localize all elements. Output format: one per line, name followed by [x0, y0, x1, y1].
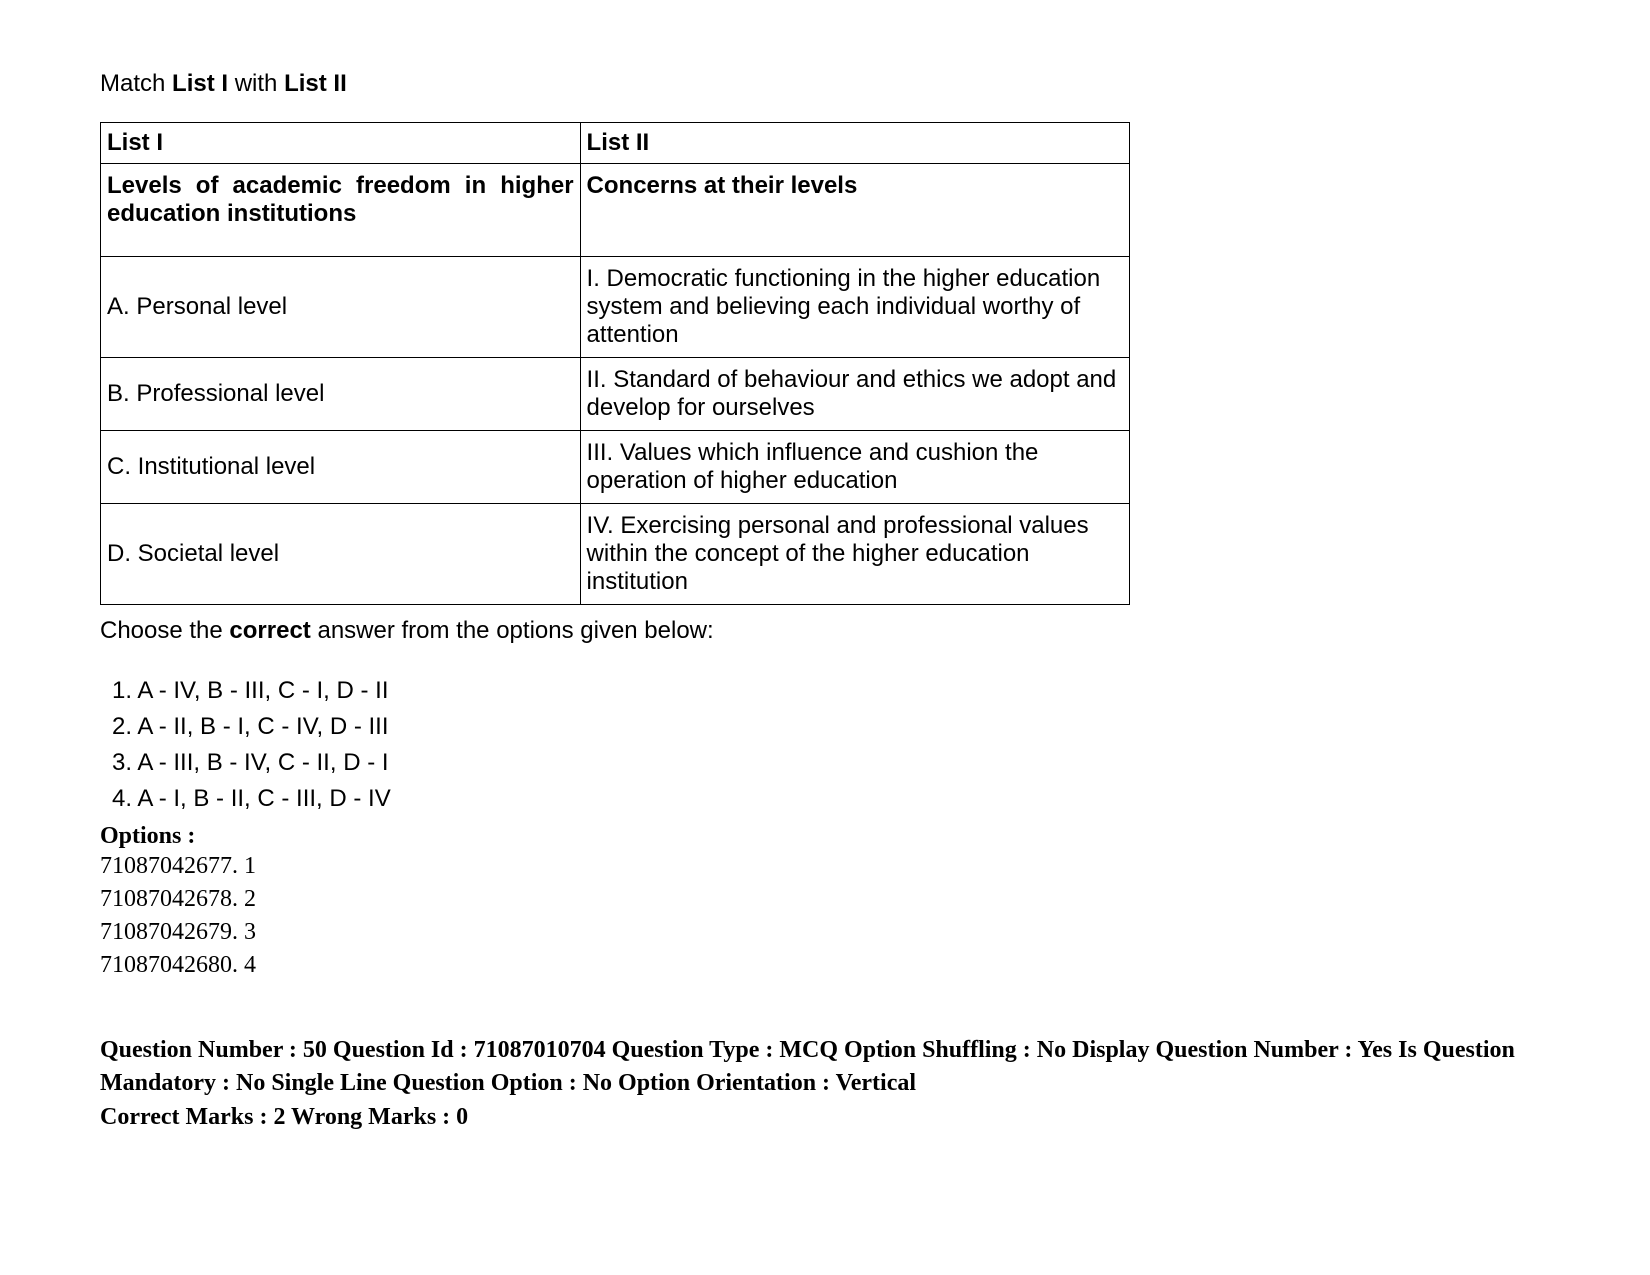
- option-code: 71087042680. 4: [100, 949, 1550, 982]
- table-row: C. Institutional level III. Values which…: [101, 431, 1130, 504]
- choose-post: answer from the options given below:: [311, 617, 714, 644]
- instruction-bold1: List I: [172, 70, 228, 97]
- row-d-right: IV. Exercising personal and professional…: [580, 504, 1129, 605]
- table-subheader-left: Levels of academic freedom in higher edu…: [101, 164, 581, 257]
- choose-pre: Choose the: [100, 617, 229, 644]
- table-row: A. Personal level I. Democratic function…: [101, 257, 1130, 358]
- table-subheader-right: Concerns at their levels: [580, 164, 1129, 257]
- table-row: B. Professional level II. Standard of be…: [101, 358, 1130, 431]
- meta-line1: Question Number : 50 Question Id : 71087…: [100, 1034, 1530, 1099]
- choose-bold: correct: [229, 617, 310, 644]
- option-code: 71087042679. 3: [100, 916, 1550, 949]
- table-header-row: List I List II: [101, 123, 1130, 164]
- instruction-bold2: List II: [284, 70, 347, 97]
- option-code: 71087042678. 2: [100, 883, 1550, 916]
- question-meta: Question Number : 50 Question Id : 71087…: [100, 1034, 1530, 1133]
- option-codes-list: 71087042677. 1 71087042678. 2 7108704267…: [100, 850, 1550, 982]
- table-subheader-row: Levels of academic freedom in higher edu…: [101, 164, 1130, 257]
- answer-option: 4. A - I, B - II, C - III, D - IV: [112, 781, 1550, 817]
- option-code: 71087042677. 1: [100, 850, 1550, 883]
- table-row: D. Societal level IV. Exercising persona…: [101, 504, 1130, 605]
- row-a-right: I. Democratic functioning in the higher …: [580, 257, 1129, 358]
- table-header-right: List II: [580, 123, 1129, 164]
- instruction-pre: Match: [100, 70, 172, 97]
- row-c-right: III. Values which influence and cushion …: [580, 431, 1129, 504]
- choose-instruction: Choose the correct answer from the optio…: [100, 617, 1550, 645]
- match-instruction: Match List I with List II: [100, 70, 1550, 98]
- answer-option: 1. A - IV, B - III, C - I, D - II: [112, 673, 1550, 709]
- table-header-left: List I: [101, 123, 581, 164]
- answer-option: 2. A - II, B - I, C - IV, D - III: [112, 709, 1550, 745]
- instruction-mid: with: [228, 70, 284, 97]
- row-a-left: A. Personal level: [101, 257, 581, 358]
- row-b-right: II. Standard of behaviour and ethics we …: [580, 358, 1129, 431]
- answer-option: 3. A - III, B - IV, C - II, D - I: [112, 745, 1550, 781]
- row-d-left: D. Societal level: [101, 504, 581, 605]
- meta-line2: Correct Marks : 2 Wrong Marks : 0: [100, 1101, 1530, 1133]
- row-c-left: C. Institutional level: [101, 431, 581, 504]
- match-table: List I List II Levels of academic freedo…: [100, 122, 1130, 605]
- options-heading: Options :: [100, 823, 1550, 850]
- answer-options-list: 1. A - IV, B - III, C - I, D - II 2. A -…: [100, 673, 1550, 817]
- row-b-left: B. Professional level: [101, 358, 581, 431]
